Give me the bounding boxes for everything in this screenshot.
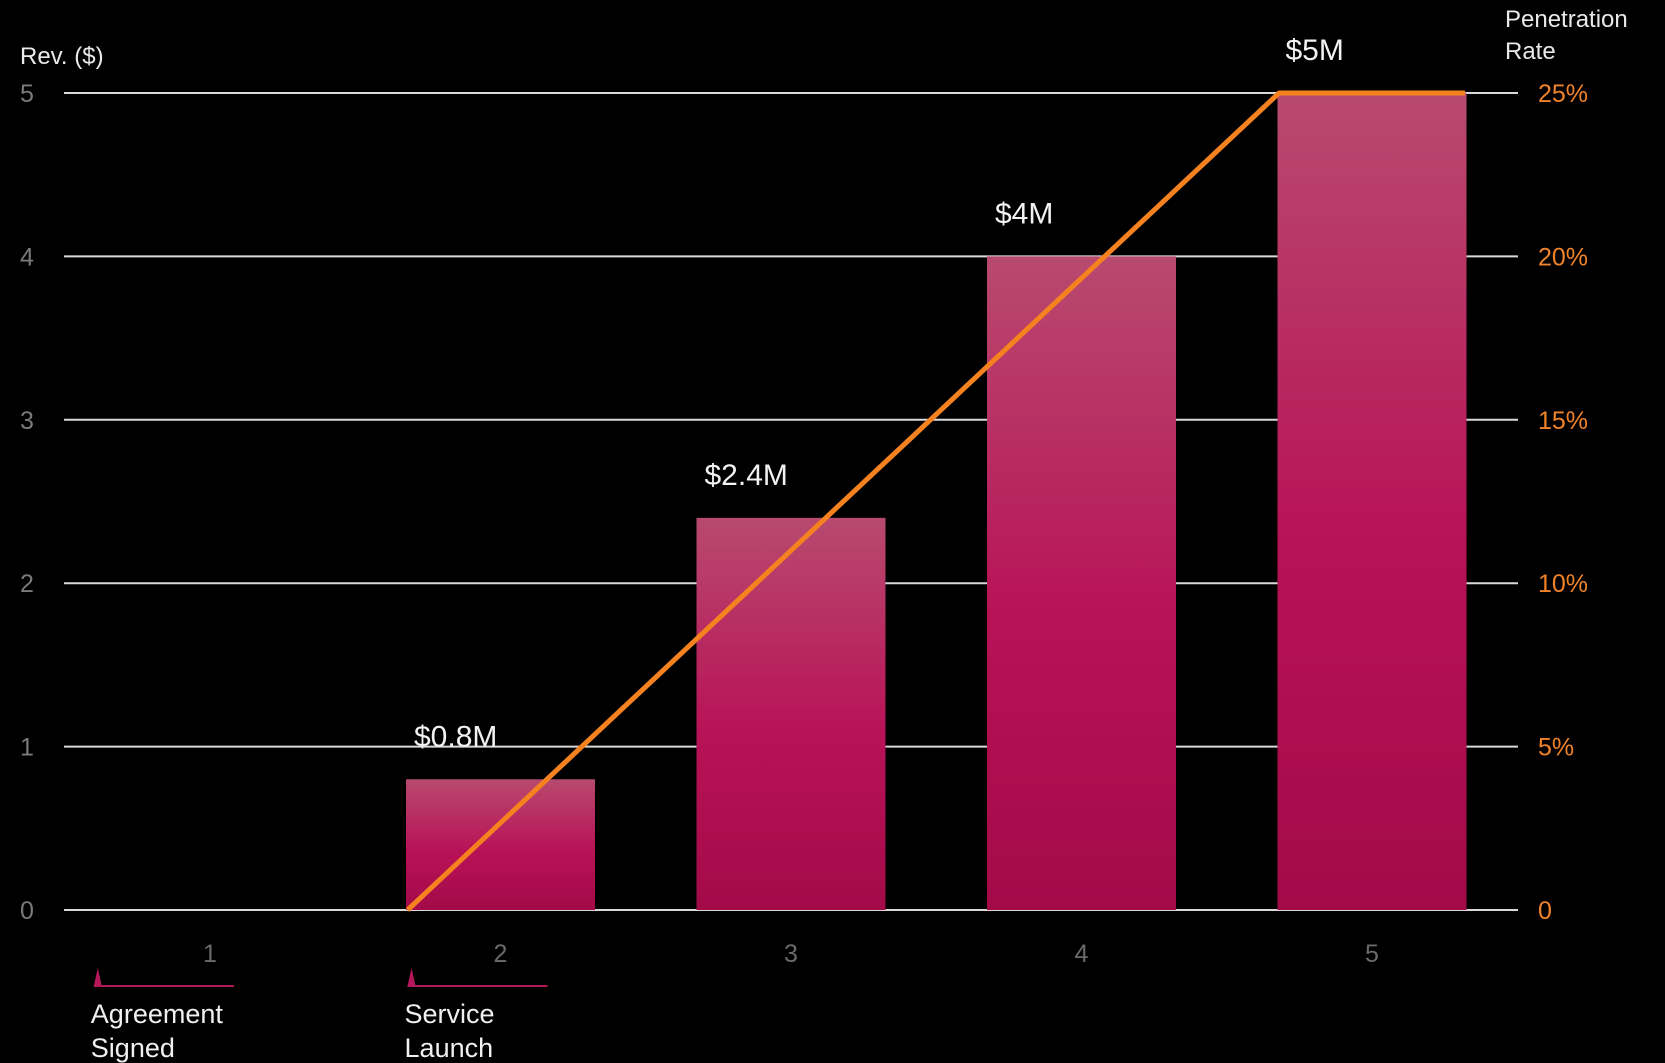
chart-text: 0 01 5%2 10%3 15%4 20%5 25%Rev. ($)Penetration… (20, 6, 1628, 1063)
y-tick-right: 10% (1538, 570, 1588, 598)
y-tick-left: 2 (20, 570, 34, 598)
revenue-bar (987, 256, 1176, 910)
penetration-line-layer (405, 90, 1465, 912)
y-tick-left: 4 (20, 243, 34, 271)
revenue-bar (1277, 93, 1467, 910)
bar-value-label: $0.8M (414, 720, 497, 753)
milestone-triangle-icon (93, 968, 102, 986)
y-tick-right: 15% (1538, 407, 1588, 435)
bar-value-label: $5M (1286, 34, 1344, 67)
x-tick-label: 4 (1075, 940, 1089, 968)
x-tick-label: 2 (494, 940, 508, 968)
y-tick-left: 5 (20, 80, 34, 108)
x-tick-label: 5 (1365, 940, 1379, 968)
y-tick-left: 3 (20, 407, 34, 435)
x-tick-label: 3 (784, 940, 798, 968)
y-axis-title-right: Rate (1505, 38, 1556, 65)
milestone-marker: Agreement Signed (91, 968, 234, 1063)
revenue-bar (696, 517, 886, 910)
milestone-label: Agreement (91, 999, 224, 1029)
y-tick-right: 25% (1538, 80, 1588, 108)
bar-value-label: $2.4M (705, 459, 788, 492)
milestone-marker: Service Launch (405, 968, 548, 1063)
milestone-label: Signed (91, 1033, 175, 1063)
y-axis-title-right: Penetration (1505, 6, 1628, 33)
y-tick-right: 20% (1538, 243, 1588, 271)
y-tick-right: 5% (1538, 734, 1574, 762)
milestone-triangle-icon (407, 968, 416, 986)
revenue-bar (406, 779, 595, 910)
y-axis-title-left: Rev. ($) (20, 43, 104, 70)
revenue-bars (406, 93, 1467, 910)
bar-value-label: $4M (995, 197, 1053, 230)
penetration-rate-line (405, 90, 1465, 912)
milestone-label: Launch (405, 1033, 494, 1063)
y-tick-left: 1 (20, 734, 34, 762)
y-tick-left: 0 (20, 897, 34, 925)
x-tick-label: 1 (203, 940, 217, 968)
y-tick-right: 0 (1538, 897, 1552, 925)
milestone-label: Service (405, 999, 495, 1029)
